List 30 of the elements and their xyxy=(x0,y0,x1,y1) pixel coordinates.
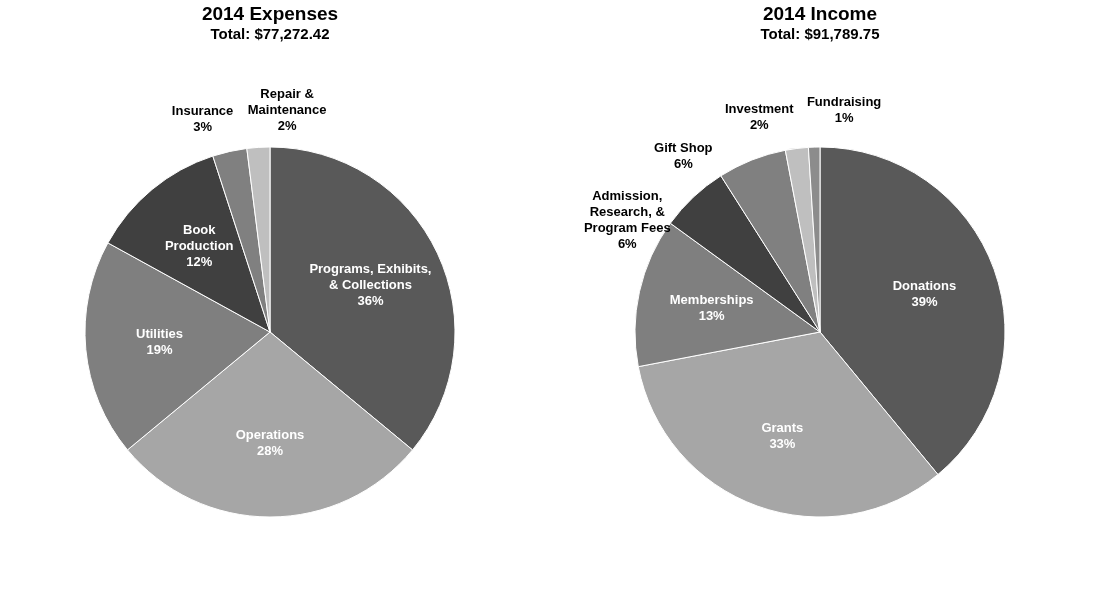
chart-subtitle: Total: $91,789.75 xyxy=(760,25,880,42)
slice-label: Book Production xyxy=(164,222,234,254)
slice-label: Fundraising xyxy=(806,94,882,110)
slice-label: Insurance xyxy=(171,103,234,119)
data-label: 2% xyxy=(277,117,297,133)
chart-subtitle: Total: $77,272.42 xyxy=(210,25,330,42)
data-label: 13% xyxy=(698,307,726,323)
data-label: 19% xyxy=(146,342,173,358)
slice-label: Grants xyxy=(761,420,804,436)
chart-title: 2014 Expenses xyxy=(201,3,339,24)
slice-label: Memberships xyxy=(669,291,754,307)
data-label: 39% xyxy=(911,294,938,310)
data-label: 36% xyxy=(357,292,384,308)
slice-label: Repair & Maintenance xyxy=(247,85,327,117)
slice-label: Utilities xyxy=(136,326,183,342)
data-label: 3% xyxy=(193,119,213,135)
data-label: 28% xyxy=(256,443,284,458)
slice-label: Investment xyxy=(724,101,795,117)
slice-label: Gift Shop xyxy=(654,139,713,155)
data-label: 12% xyxy=(186,254,213,270)
slice-label: Operations xyxy=(235,427,305,442)
data-label: 2% xyxy=(749,117,770,133)
chart-title: 2014 Income xyxy=(762,3,878,24)
slice-label: Donations xyxy=(892,278,957,294)
data-label: 33% xyxy=(769,436,796,452)
data-label: 6% xyxy=(673,155,694,171)
data-label: 6% xyxy=(617,235,638,251)
slice-label: Admission, Research, & Program Fees xyxy=(583,187,671,235)
slice-label: Programs, Exhibits, & Collections xyxy=(309,260,432,292)
data-label: 1% xyxy=(834,110,854,126)
